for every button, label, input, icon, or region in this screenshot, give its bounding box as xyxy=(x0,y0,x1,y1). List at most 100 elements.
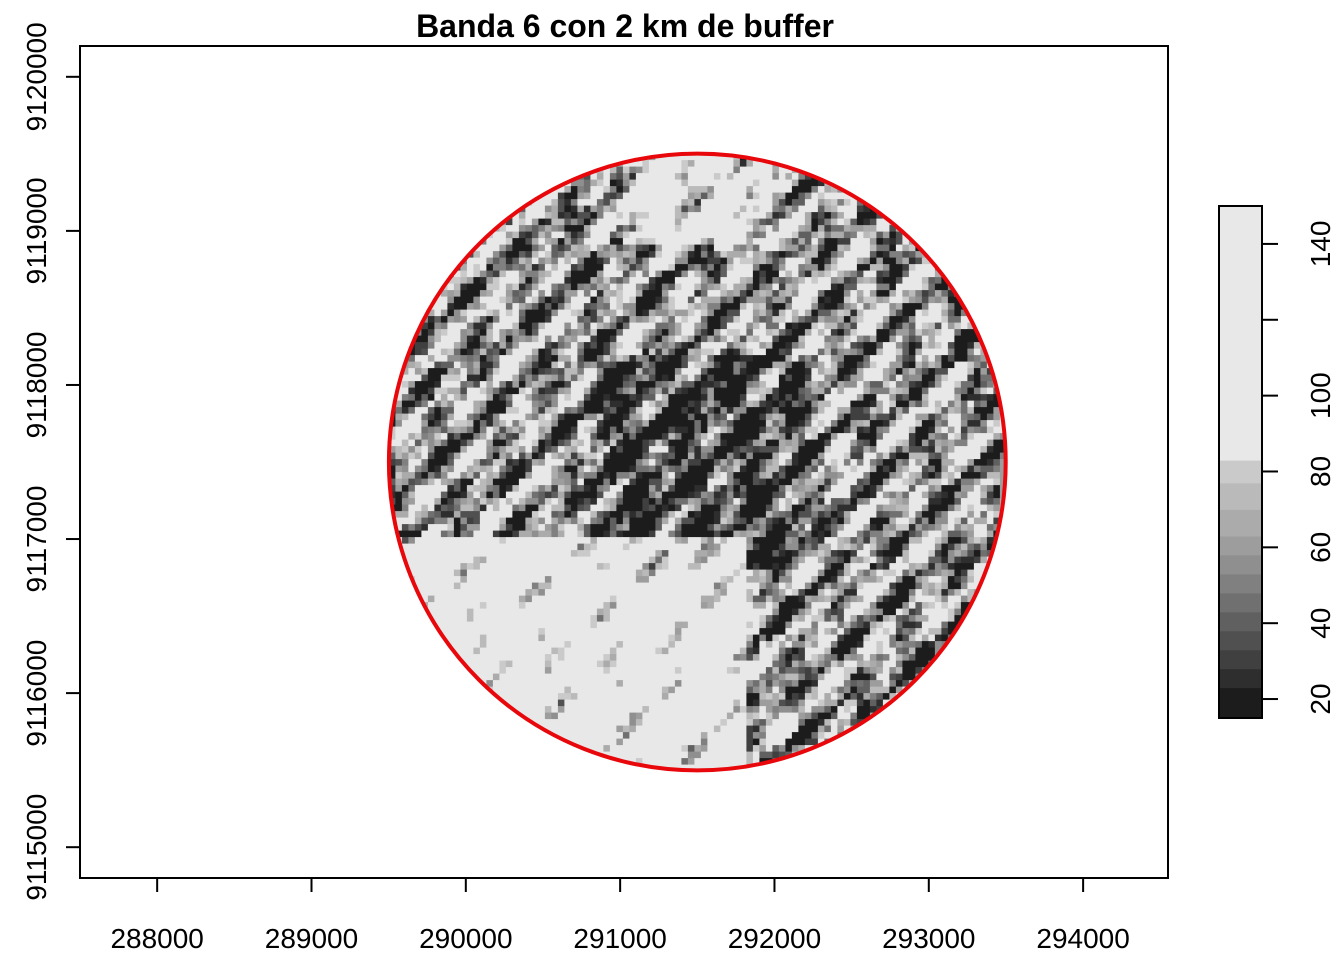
raster-cell xyxy=(629,277,637,285)
raster-cell xyxy=(889,530,897,538)
raster-cell xyxy=(993,426,1001,434)
raster-cell xyxy=(941,394,949,402)
raster-cell xyxy=(408,407,416,415)
raster-cell xyxy=(856,537,864,545)
raster-cell xyxy=(642,329,650,337)
raster-cell xyxy=(557,498,565,506)
raster-cell xyxy=(661,413,669,421)
raster-cell xyxy=(733,257,741,265)
raster-cell xyxy=(700,153,708,161)
raster-cell xyxy=(817,251,825,259)
raster-cell xyxy=(570,543,578,551)
raster-cell xyxy=(986,374,994,382)
raster-cell xyxy=(668,257,676,265)
raster-cell xyxy=(668,517,676,525)
raster-cell xyxy=(661,420,669,428)
raster-cell xyxy=(681,179,689,187)
raster-cell xyxy=(414,361,422,369)
raster-cell xyxy=(778,504,786,512)
raster-cell xyxy=(726,374,734,382)
raster-cell xyxy=(707,296,715,304)
raster-cell xyxy=(661,303,669,311)
raster-cell xyxy=(486,381,494,389)
raster-cell xyxy=(928,283,936,291)
raster-cell xyxy=(414,348,422,356)
raster-cell xyxy=(590,270,598,278)
raster-cell xyxy=(427,309,435,317)
raster-cell xyxy=(583,394,591,402)
raster-cell xyxy=(681,387,689,395)
raster-cell xyxy=(473,439,481,447)
raster-cell xyxy=(596,368,604,376)
raster-cell xyxy=(954,433,962,441)
raster-cell xyxy=(427,348,435,356)
raster-cell xyxy=(427,329,435,337)
raster-cell xyxy=(928,465,936,473)
raster-cell xyxy=(590,212,598,220)
raster-cell xyxy=(687,290,695,298)
raster-cell xyxy=(973,517,981,525)
raster-cell xyxy=(830,361,838,369)
raster-cell xyxy=(525,459,533,467)
raster-cell xyxy=(668,537,676,545)
raster-cell xyxy=(505,511,513,519)
raster-cell xyxy=(804,537,812,545)
raster-cell xyxy=(720,387,728,395)
raster-cell xyxy=(733,504,741,512)
raster-cell xyxy=(889,329,897,337)
raster-cell xyxy=(635,329,643,337)
raster-cell xyxy=(980,407,988,415)
raster-cell xyxy=(447,413,455,421)
raster-cell xyxy=(642,290,650,298)
raster-cell xyxy=(668,322,676,330)
raster-cell xyxy=(863,244,871,252)
raster-cell xyxy=(863,212,871,220)
raster-cell xyxy=(388,478,396,486)
raster-cell xyxy=(850,329,858,337)
raster-cell xyxy=(538,498,546,506)
raster-cell xyxy=(889,465,897,473)
raster-cell xyxy=(642,472,650,480)
raster-cell xyxy=(570,537,578,545)
raster-cell xyxy=(752,225,760,233)
raster-cell xyxy=(421,439,429,447)
raster-cell xyxy=(986,485,994,493)
raster-cell xyxy=(817,446,825,454)
raster-cell xyxy=(460,420,468,428)
raster-cell xyxy=(791,348,799,356)
raster-cell xyxy=(960,446,968,454)
raster-cell xyxy=(687,218,695,226)
raster-cell xyxy=(856,199,864,207)
raster-cell xyxy=(427,452,435,460)
raster-cell xyxy=(642,316,650,324)
raster-cell xyxy=(811,283,819,291)
raster-cell xyxy=(427,472,435,480)
raster-cell xyxy=(661,524,669,532)
raster-cell xyxy=(655,303,663,311)
raster-cell xyxy=(759,199,767,207)
raster-cell xyxy=(596,400,604,408)
raster-cell xyxy=(798,251,806,259)
raster-cell xyxy=(700,322,708,330)
raster-cell xyxy=(882,361,890,369)
raster-cell xyxy=(817,348,825,356)
raster-cell xyxy=(733,537,741,545)
raster-cell xyxy=(661,439,669,447)
raster-cell xyxy=(798,368,806,376)
raster-cell xyxy=(434,407,442,415)
raster-cell xyxy=(401,465,409,473)
raster-cell xyxy=(661,270,669,278)
raster-cell xyxy=(687,244,695,252)
raster-cell xyxy=(564,374,572,382)
raster-cell xyxy=(895,283,903,291)
raster-cell xyxy=(778,387,786,395)
raster-cell xyxy=(590,322,598,330)
raster-cell xyxy=(544,387,552,395)
raster-cell xyxy=(882,530,890,538)
raster-cell xyxy=(694,296,702,304)
raster-cell xyxy=(772,400,780,408)
raster-cell xyxy=(733,212,741,220)
raster-cell xyxy=(486,322,494,330)
raster-cell xyxy=(434,387,442,395)
raster-cell xyxy=(934,394,942,402)
